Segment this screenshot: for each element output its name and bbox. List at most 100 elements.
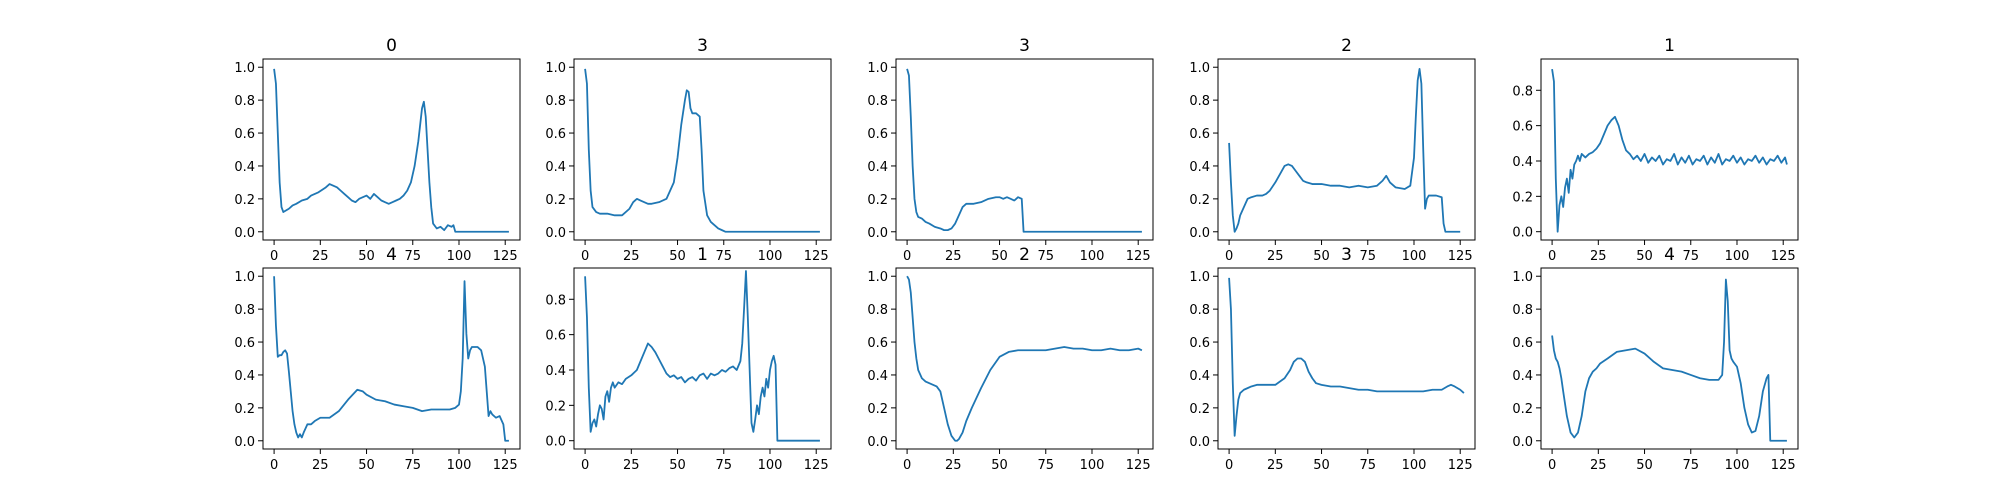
y-tick-label: 0.0 xyxy=(867,226,888,241)
y-tick-label: 0.2 xyxy=(545,193,566,208)
x-tick-label: 0 xyxy=(1225,458,1233,473)
subplot-4: 0 25 50 75 100 125 0.0 0.2 0.4 0.6 0.8 1 xyxy=(1512,36,1799,264)
x-tick-label: 50 xyxy=(1636,249,1653,264)
axes-frame xyxy=(1540,58,1799,241)
x-tick-label: 100 xyxy=(447,458,472,473)
x-tick-label: 0 xyxy=(1548,249,1556,264)
x-tick-label: 75 xyxy=(1682,249,1699,264)
x-tick-label: 125 xyxy=(493,249,518,264)
x-tick-label: 125 xyxy=(1771,249,1796,264)
x-tick-label: 125 xyxy=(1448,249,1473,264)
series-line-5-0 xyxy=(273,276,509,442)
x-tick-label: 0 xyxy=(1225,249,1233,264)
y-tick-label: 0.6 xyxy=(545,329,566,344)
y-tick-label: 0.4 xyxy=(1189,369,1210,384)
x-tick-label: 50 xyxy=(991,458,1008,473)
axes-frame xyxy=(262,267,521,450)
series-line-4-0 xyxy=(1551,68,1788,233)
x-tick-label: 125 xyxy=(1448,458,1473,473)
subplot-7: 0 25 50 75 100 125 0.0 0.2 0.4 0.6 0.8 1.0 2 xyxy=(867,245,1154,473)
series-line-1-0 xyxy=(584,68,820,233)
axes-frame xyxy=(1540,267,1799,450)
x-tick-label: 0 xyxy=(270,458,278,473)
y-tick-label: 0.4 xyxy=(867,160,888,175)
y-tick-label: 0.6 xyxy=(1512,120,1533,135)
y-tick-label: 0.4 xyxy=(234,160,255,175)
x-tick-label: 25 xyxy=(1590,249,1607,264)
subplot-2: 0 25 50 75 100 125 0.0 0.2 0.4 0.6 0.8 1.0 3 xyxy=(867,36,1154,264)
y-tick-label: 0.8 xyxy=(1512,84,1533,99)
y-tick-label: 0.8 xyxy=(545,94,566,109)
subplot-title: 0 xyxy=(386,36,397,56)
y-tick-label: 0.0 xyxy=(1512,226,1533,241)
subplot-title: 4 xyxy=(386,245,397,265)
x-tick-label: 100 xyxy=(1402,249,1427,264)
y-tick-label: 0.4 xyxy=(234,369,255,384)
series-line-2-0 xyxy=(906,68,1142,233)
x-tick-label: 50 xyxy=(669,249,686,264)
x-tick-label: 75 xyxy=(1682,458,1699,473)
y-tick-label: 0.4 xyxy=(545,364,566,379)
x-tick-label: 25 xyxy=(312,458,329,473)
x-tick-label: 75 xyxy=(404,249,421,264)
x-tick-label: 100 xyxy=(758,458,783,473)
x-tick-label: 50 xyxy=(991,249,1008,264)
subplot-title: 3 xyxy=(697,36,708,56)
x-tick-label: 75 xyxy=(404,458,421,473)
subplot-8: 0 25 50 75 100 125 0.0 0.2 0.4 0.6 0.8 1.0 3 xyxy=(1189,245,1476,473)
y-tick-label: 0.2 xyxy=(545,399,566,414)
x-tick-label: 0 xyxy=(270,249,278,264)
y-tick-label: 0.8 xyxy=(1189,94,1210,109)
x-tick-label: 75 xyxy=(715,249,732,264)
y-tick-label: 0.2 xyxy=(1512,402,1533,417)
y-tick-label: 0.0 xyxy=(867,435,888,450)
x-tick-label: 25 xyxy=(1267,458,1284,473)
x-tick-label: 125 xyxy=(804,249,829,264)
subplot-title: 3 xyxy=(1019,36,1030,56)
y-tick-label: 0.6 xyxy=(545,127,566,142)
x-tick-label: 25 xyxy=(623,458,640,473)
x-tick-label: 25 xyxy=(312,249,329,264)
y-tick-label: 1.0 xyxy=(867,61,888,76)
subplot-9: 0 25 50 75 100 125 0.0 0.2 0.4 0.6 0.8 1.0 4 xyxy=(1512,245,1799,473)
y-tick-label: 0.8 xyxy=(1189,303,1210,318)
x-tick-label: 125 xyxy=(1126,249,1151,264)
y-tick-label: 0.6 xyxy=(867,336,888,351)
x-tick-label: 50 xyxy=(1313,249,1330,264)
y-tick-label: 0.8 xyxy=(867,303,888,318)
x-tick-label: 50 xyxy=(358,249,375,264)
x-tick-label: 50 xyxy=(1636,458,1653,473)
x-tick-label: 50 xyxy=(1313,458,1330,473)
x-tick-label: 0 xyxy=(903,249,911,264)
x-tick-label: 25 xyxy=(945,249,962,264)
subplot-title: 2 xyxy=(1341,36,1352,56)
axes-frame xyxy=(895,58,1154,241)
y-tick-label: 0.8 xyxy=(1512,303,1533,318)
y-tick-label: 0.2 xyxy=(867,193,888,208)
y-tick-label: 0.6 xyxy=(867,127,888,142)
subplot-6: 0 25 50 75 100 125 0.0 0.2 0.4 0.6 0.8 1 xyxy=(545,245,832,473)
x-tick-label: 0 xyxy=(1548,458,1556,473)
series-line-6-0 xyxy=(584,270,820,442)
x-tick-label: 125 xyxy=(493,458,518,473)
y-tick-label: 0.0 xyxy=(234,226,255,241)
axes-frame xyxy=(1217,58,1476,241)
x-tick-label: 0 xyxy=(581,458,589,473)
y-tick-label: 0.2 xyxy=(867,402,888,417)
x-tick-label: 100 xyxy=(447,249,472,264)
axes-frame xyxy=(895,267,1154,450)
x-tick-label: 75 xyxy=(1037,249,1054,264)
y-tick-label: 1.0 xyxy=(1189,270,1210,285)
x-tick-label: 125 xyxy=(804,458,829,473)
axes-frame xyxy=(1217,267,1476,450)
axes-frame xyxy=(573,58,832,241)
x-tick-label: 0 xyxy=(903,458,911,473)
y-tick-label: 0.2 xyxy=(1189,193,1210,208)
x-tick-label: 50 xyxy=(358,458,375,473)
x-tick-label: 100 xyxy=(1402,458,1427,473)
y-tick-label: 0.4 xyxy=(1512,369,1533,384)
y-tick-label: 0.6 xyxy=(1512,336,1533,351)
x-tick-label: 100 xyxy=(1080,249,1105,264)
y-tick-label: 0.0 xyxy=(545,226,566,241)
x-tick-label: 125 xyxy=(1126,458,1151,473)
